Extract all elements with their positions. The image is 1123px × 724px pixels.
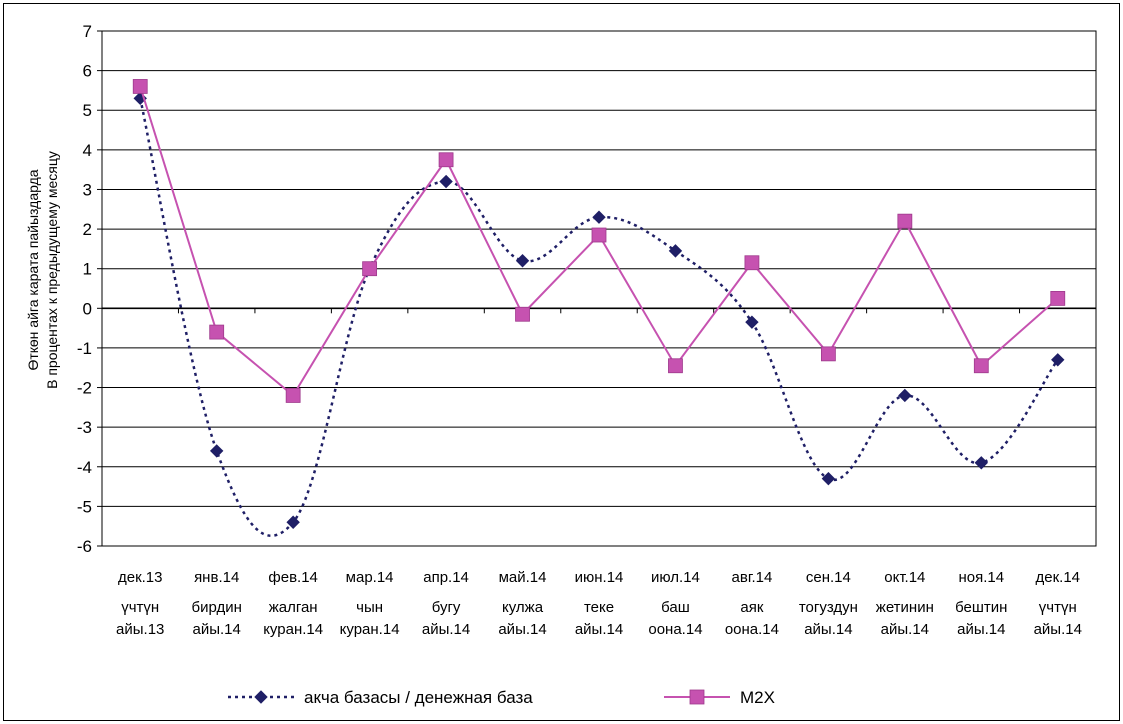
legend-marker [254,690,268,704]
data-point [668,244,683,258]
category-label-line2: аяк [740,599,763,616]
y-tick-label: 2 [83,220,92,239]
category-label-line3: куран.14 [340,621,400,638]
category-label-line2: үчтүн [121,599,159,616]
category-label-line2: теке [584,599,614,616]
category-label: дек.13 [118,569,163,586]
data-point [898,388,912,403]
category-label-line3: айы.14 [957,621,1005,638]
data-point [744,255,760,271]
category-label: янв.14 [194,569,239,586]
data-point [209,324,225,340]
y-axis-label-line2: В процентах к предыдущему месяцу [44,151,60,389]
y-tick-labels: -6 -5 -4 -3 -2 -1 0 1 2 3 4 5 6 7 [77,22,92,556]
category-label-line3: айы.14 [498,621,546,638]
y-tick-label: -4 [77,458,92,477]
category-label: дек.14 [1036,569,1081,586]
y-tick-label: -1 [77,339,92,358]
y-tick-label: -5 [77,497,92,516]
category-label: сен.14 [806,569,851,586]
y-tick-label: 5 [83,101,92,120]
series-line-dotted [139,98,1059,537]
category-label-line3: айы.14 [804,621,852,638]
data-point [668,358,683,374]
category-label-line3: оона.14 [648,621,702,638]
category-label: апр.14 [423,569,469,586]
category-label: окт.14 [884,569,925,586]
data-point [438,152,454,168]
data-point [286,515,300,529]
category-label-line2: кулжа [502,599,544,616]
data-point [132,79,148,94]
category-label: июл.14 [651,569,700,586]
category-label: мар.14 [346,569,394,586]
category-label-line2: бештин [955,599,1007,616]
category-label-line3: айы.14 [193,621,241,638]
category-label: ноя.14 [959,569,1005,586]
y-tick-label: 3 [83,180,92,199]
legend: акча базасы / денежная база M2X [228,688,775,707]
axes [97,30,1097,547]
data-point [515,306,530,322]
y-tick-label: -2 [77,379,92,398]
category-label-line2: жалган [269,599,318,616]
series-1 [133,91,1065,537]
data-point [821,471,836,486]
data-point [285,388,301,403]
category-label-line3: айы.13 [116,621,164,638]
chart-frame [3,3,1120,721]
category-label-line3: айы.14 [575,621,623,638]
category-label-line2: бирдин [191,599,241,616]
y-tick-label: -3 [77,418,92,437]
data-point [974,456,989,470]
category-label-line3: айы.14 [422,621,470,638]
legend-item-1: акча базасы / денежная база [228,688,533,707]
data-point [515,254,530,268]
legend-marker [689,689,705,705]
series-2 [132,79,1066,403]
data-point [439,174,453,189]
y-tick-label: 1 [83,260,92,279]
category-label-line2: тогуздун [799,599,858,616]
y-tick-label: 0 [83,299,92,318]
y-tick-label: -6 [77,537,92,556]
y-axis-label-line1: Өткөн айга карата пайыздарда [25,169,41,370]
category-label-line3: айы.14 [1034,621,1082,638]
data-point [897,213,913,229]
data-point [592,210,606,224]
category-label-line3: айы.14 [881,621,929,638]
data-point [820,346,836,362]
gridlines [102,30,1096,547]
y-tick-label: 6 [83,62,92,81]
data-point [1051,353,1065,367]
category-label-line3: оона.14 [725,621,779,638]
y-tick-label: 4 [83,141,92,160]
category-label: май.14 [499,569,547,586]
category-label-line2: баш [661,599,690,616]
data-point [745,315,759,329]
category-label-line2: бугу [432,599,461,616]
category-label-line3: куран.14 [263,621,323,638]
legend-label: M2X [740,688,775,707]
category-label-line2: чын [356,599,383,616]
data-point [1050,291,1066,306]
category-label: авг.14 [732,569,773,586]
data-point [362,261,378,277]
category-label: июн.14 [575,569,624,586]
y-tick-label: 7 [83,22,92,41]
y-axis-title: Өткөн айга карата пайыздарда В процентах… [25,151,60,389]
data-point [591,227,607,243]
series [132,79,1066,537]
category-label: фев.14 [268,569,318,586]
plot-area-border [101,30,1097,547]
legend-item-2: M2X [664,688,775,707]
data-point [209,444,224,458]
data-point [973,358,989,374]
legend-label: акча базасы / денежная база [304,688,533,707]
category-label-line2: жетинин [876,599,934,616]
category-label-line2: үчтүн [1039,599,1077,616]
category-labels: дек.13 үчтүн айы.13 янв.14 бирдин айы.14 фев.1… [116,569,1082,638]
